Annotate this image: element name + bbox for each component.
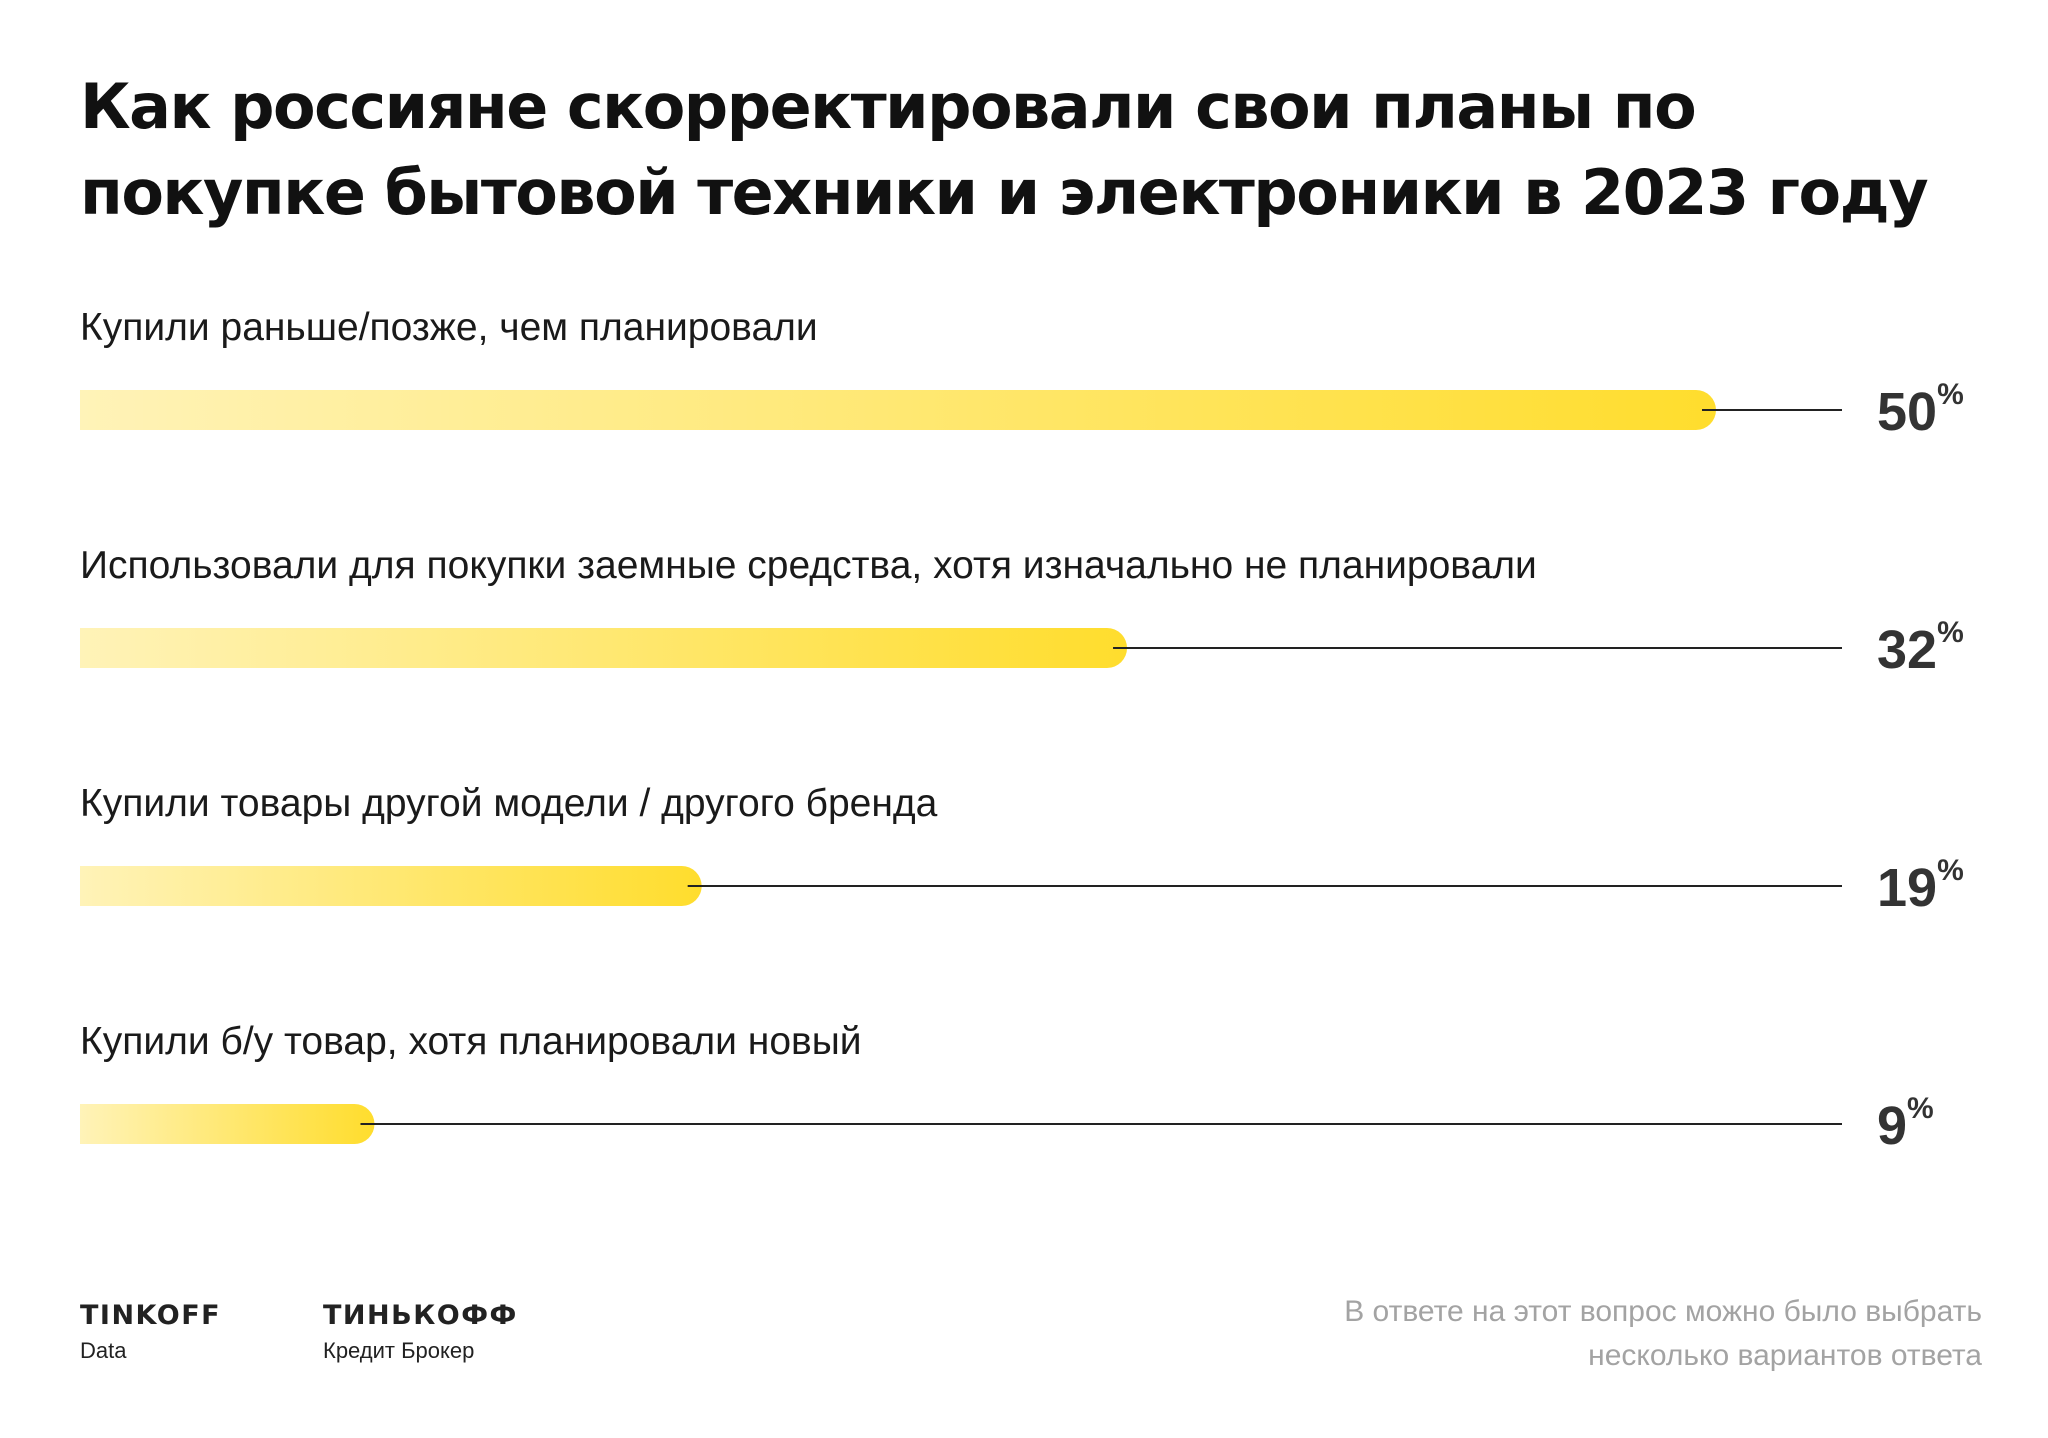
brand-tinkoff-credit-broker: ТИНЬКОФФ Кредит Брокер (323, 1300, 518, 1364)
bar (80, 628, 1128, 668)
category-label: Купили б/у товар, хотя планировали новый (80, 1020, 862, 1063)
brand-tinkoff-data: TINKOFF Data (80, 1300, 221, 1364)
brand-logo-name: TINKOFF (80, 1300, 222, 1331)
category-label: Использовали для покупки заемные средств… (80, 544, 1537, 587)
chart-title: Как россияне скорректировали свои планы … (80, 70, 1929, 229)
brand-logo-sub: Кредит Брокер (323, 1338, 475, 1363)
value-label: 9% (1877, 1092, 1934, 1156)
bar (80, 390, 1716, 430)
brand-logo-sub: Data (80, 1338, 127, 1363)
category-label: Купили товары другой модели / другого бр… (80, 782, 938, 825)
value-label: 19% (1877, 854, 1964, 918)
value-label: 32% (1877, 616, 1964, 680)
footnote: В ответе на этот вопрос можно было выбра… (1344, 1295, 1982, 1372)
bar (80, 866, 702, 906)
value-label: 50% (1877, 378, 1964, 442)
brand-logo-name: ТИНЬКОФФ (323, 1300, 518, 1331)
bar (80, 1104, 375, 1144)
category-label: Купили раньше/позже, чем планировали (80, 306, 818, 349)
bar-chart: Купили раньше/позже, чем планировали 50% И… (80, 306, 1964, 1156)
